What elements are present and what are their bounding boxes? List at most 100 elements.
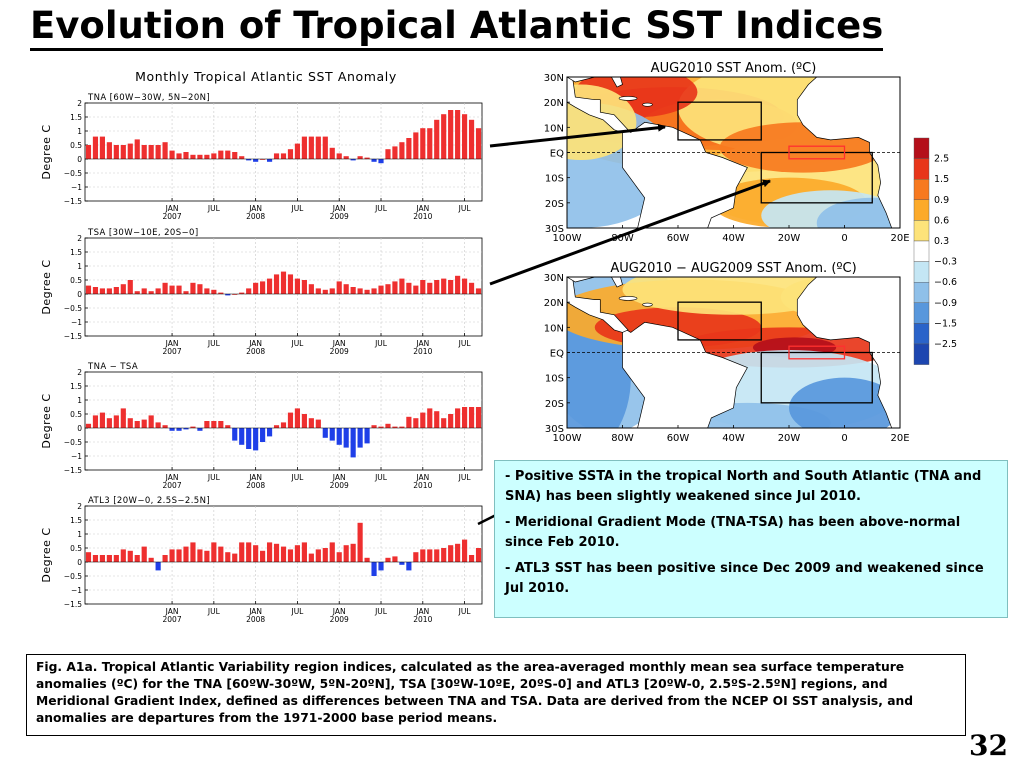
south-america-landmass — [622, 321, 748, 428]
bar — [113, 145, 119, 159]
bar — [427, 549, 433, 562]
bar — [308, 418, 314, 428]
ytick-label: 1 — [77, 396, 82, 405]
bar — [448, 110, 454, 159]
bar — [287, 412, 294, 428]
bar — [322, 428, 328, 438]
bar — [260, 550, 266, 562]
colorbar-segment — [913, 282, 930, 304]
bar — [336, 552, 342, 562]
africa-landmass — [796, 277, 900, 428]
bar — [441, 418, 447, 428]
bar — [455, 543, 461, 562]
xtick-label: JUL — [374, 339, 388, 348]
lat-label: 10S — [545, 174, 564, 185]
bar — [468, 407, 475, 428]
bar — [301, 280, 307, 294]
bar — [134, 139, 140, 159]
chart-main-title: Monthly Tropical Atlantic SST Anomaly — [135, 69, 397, 84]
xtick-label: JAN — [332, 473, 346, 482]
bar — [294, 143, 301, 159]
bar — [211, 153, 217, 159]
xtick-label: 2009 — [330, 212, 349, 221]
bar — [468, 555, 475, 562]
bar — [441, 114, 447, 159]
bar — [204, 550, 210, 562]
bar — [385, 284, 391, 294]
bar — [315, 136, 321, 159]
anomaly-patch — [816, 197, 900, 228]
xtick-label: JUL — [207, 204, 221, 213]
bar — [371, 159, 377, 162]
bar — [336, 281, 342, 294]
colorbar-label: 1.5 — [934, 174, 949, 185]
central-america-landmass — [567, 277, 629, 333]
xtick-label: JUL — [290, 607, 304, 616]
xtick-label: 2010 — [413, 481, 432, 490]
bar — [113, 287, 119, 294]
bar — [266, 428, 273, 437]
bar — [183, 152, 189, 159]
bar — [301, 542, 307, 562]
lat-label: EQ — [550, 149, 564, 160]
lon-label: 60W — [667, 233, 690, 244]
xtick-label: JUL — [458, 339, 472, 348]
ytick-label: 0.5 — [70, 544, 82, 553]
bar — [162, 555, 168, 562]
bar — [113, 415, 119, 428]
bar — [468, 282, 475, 294]
bar — [176, 153, 182, 159]
colorbar-segment — [913, 323, 930, 345]
bar — [336, 153, 342, 159]
bar — [273, 274, 280, 294]
bar — [232, 428, 238, 441]
bar — [211, 542, 217, 562]
bar — [120, 408, 126, 428]
y-axis-label: Degree C — [40, 527, 53, 582]
colorbar-segment — [913, 199, 930, 221]
xtick-label: JUL — [374, 204, 388, 213]
y-axis-label: Degree C — [40, 259, 53, 314]
ytick-label: −1 — [71, 183, 82, 192]
bar — [253, 282, 259, 294]
bar — [211, 421, 217, 428]
bar — [127, 418, 133, 428]
xtick-label: 2009 — [330, 615, 349, 624]
xtick-label: JAN — [248, 607, 262, 616]
lat-label: 20S — [545, 199, 564, 210]
bar — [392, 146, 398, 159]
xtick-label: JAN — [332, 607, 346, 616]
lon-label: 20W — [778, 233, 801, 244]
bar — [169, 285, 175, 294]
panel-subtitle: TNA − TSA — [87, 362, 138, 372]
lon-label: 100W — [553, 433, 582, 444]
colorbar-segment — [913, 261, 930, 283]
hispaniola-island — [642, 102, 653, 107]
bar — [232, 294, 238, 295]
lat-label: 30N — [544, 73, 564, 84]
lat-label: 20N — [544, 298, 564, 309]
xtick-label: 2010 — [413, 347, 432, 356]
bar — [294, 278, 301, 294]
xtick-label: JUL — [374, 473, 388, 482]
bar — [280, 271, 287, 294]
bar — [225, 294, 231, 296]
bar — [155, 422, 161, 428]
bar — [197, 284, 203, 294]
bar — [434, 280, 440, 294]
lon-label: 0 — [841, 233, 847, 244]
map-panel-2: AUG2010 − AUG2009 SST Anom. (ºC) 30N 20N 10… — [544, 261, 910, 444]
ytick-label: 1 — [77, 127, 82, 136]
lat-label: 10S — [545, 374, 564, 385]
ytick-label: 0 — [77, 155, 82, 164]
bar — [434, 549, 440, 562]
bar — [120, 145, 126, 159]
atl3-region-box — [788, 345, 846, 360]
bar — [413, 285, 419, 294]
bar — [350, 287, 356, 294]
bar — [364, 157, 370, 159]
bar — [106, 142, 112, 159]
bar — [141, 145, 147, 159]
bar — [266, 542, 273, 562]
